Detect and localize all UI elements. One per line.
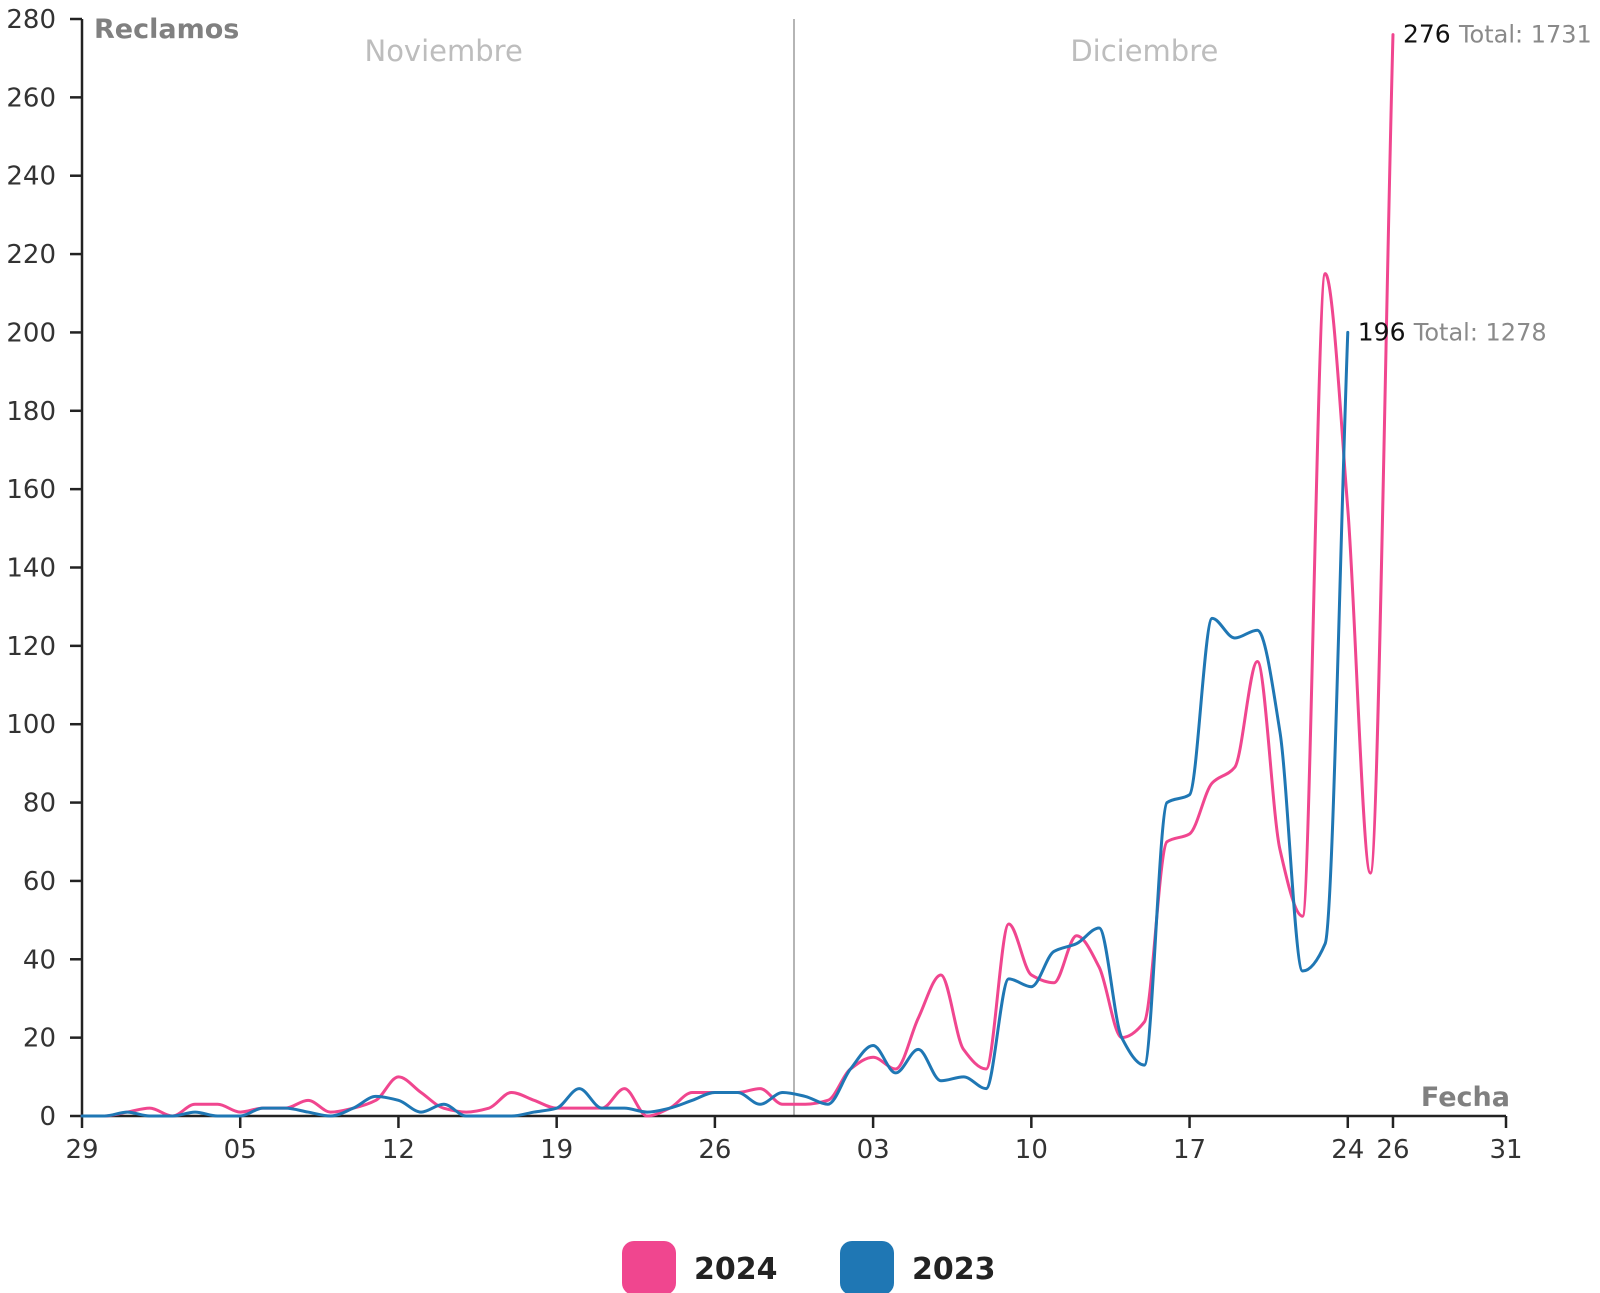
y-tick-label-240: 240 <box>6 162 56 192</box>
x-tick-label-10: 31 <box>1489 1135 1522 1165</box>
y-tick-label-80: 80 <box>23 789 56 819</box>
x-tick-label-0: 29 <box>65 1135 98 1165</box>
y-tick-label-280: 280 <box>6 5 56 35</box>
x-tick-label-7: 17 <box>1173 1135 1206 1165</box>
month-label-1: Diciembre <box>1070 34 1218 68</box>
end-total-label-2023: Total: 1278 <box>1413 318 1547 346</box>
y-tick-label-260: 260 <box>6 83 56 113</box>
x-tick-label-2: 12 <box>382 1135 415 1165</box>
y-tick-label-60: 60 <box>23 867 56 897</box>
axes: 0 20 40 60 80 100 120 140 160 180 200 220 240 260 280 2… <box>6 5 1522 1165</box>
month-divider-layer: Noviembre Diciembre <box>365 19 1218 1116</box>
y-tick-label-0: 0 <box>39 1102 56 1132</box>
y-tick-label-20: 20 <box>23 1024 56 1054</box>
legend-swatch-2024 <box>622 1241 676 1293</box>
y-tick-label-100: 100 <box>6 710 56 740</box>
x-axis-title: Fecha <box>1421 1082 1510 1113</box>
legend: 2024 2023 <box>622 1241 996 1293</box>
y-tick-label-180: 180 <box>6 397 56 427</box>
y-tick-label-140: 140 <box>6 554 56 584</box>
series-line-2023 <box>80 330 1350 1118</box>
x-tick-label-1: 05 <box>224 1135 257 1165</box>
legend-label-2023: 2023 <box>912 1252 996 1287</box>
legend-label-2024: 2024 <box>694 1252 778 1287</box>
x-tick-label-5: 03 <box>857 1135 890 1165</box>
x-tick-label-3: 19 <box>540 1135 573 1165</box>
end-value-label-2023: 196 <box>1358 317 1406 346</box>
end-total-label-2024: Total: 1731 <box>1458 21 1592 49</box>
legend-swatch-2023 <box>840 1241 894 1293</box>
y-tick-label-40: 40 <box>23 945 56 975</box>
y-tick-label-200: 200 <box>6 318 56 348</box>
y-tick-label-120: 120 <box>6 632 56 662</box>
month-label-0: Noviembre <box>365 34 523 68</box>
series-line-2024 <box>80 33 1395 1118</box>
y-tick-label-160: 160 <box>6 475 56 505</box>
x-tick-label-9: 26 <box>1376 1135 1409 1165</box>
y-tick-label-220: 220 <box>6 240 56 270</box>
y-axis-title: Reclamos <box>94 14 239 45</box>
labels: Reclamos Fecha 276 Total: 1731 196 Total: 1… <box>94 14 1592 1113</box>
series-lines <box>80 33 1395 1118</box>
x-tick-label-6: 10 <box>1015 1135 1048 1165</box>
end-value-label-2024: 276 <box>1403 20 1451 49</box>
x-tick-label-4: 26 <box>698 1135 731 1165</box>
x-tick-label-8: 24 <box>1331 1135 1364 1165</box>
